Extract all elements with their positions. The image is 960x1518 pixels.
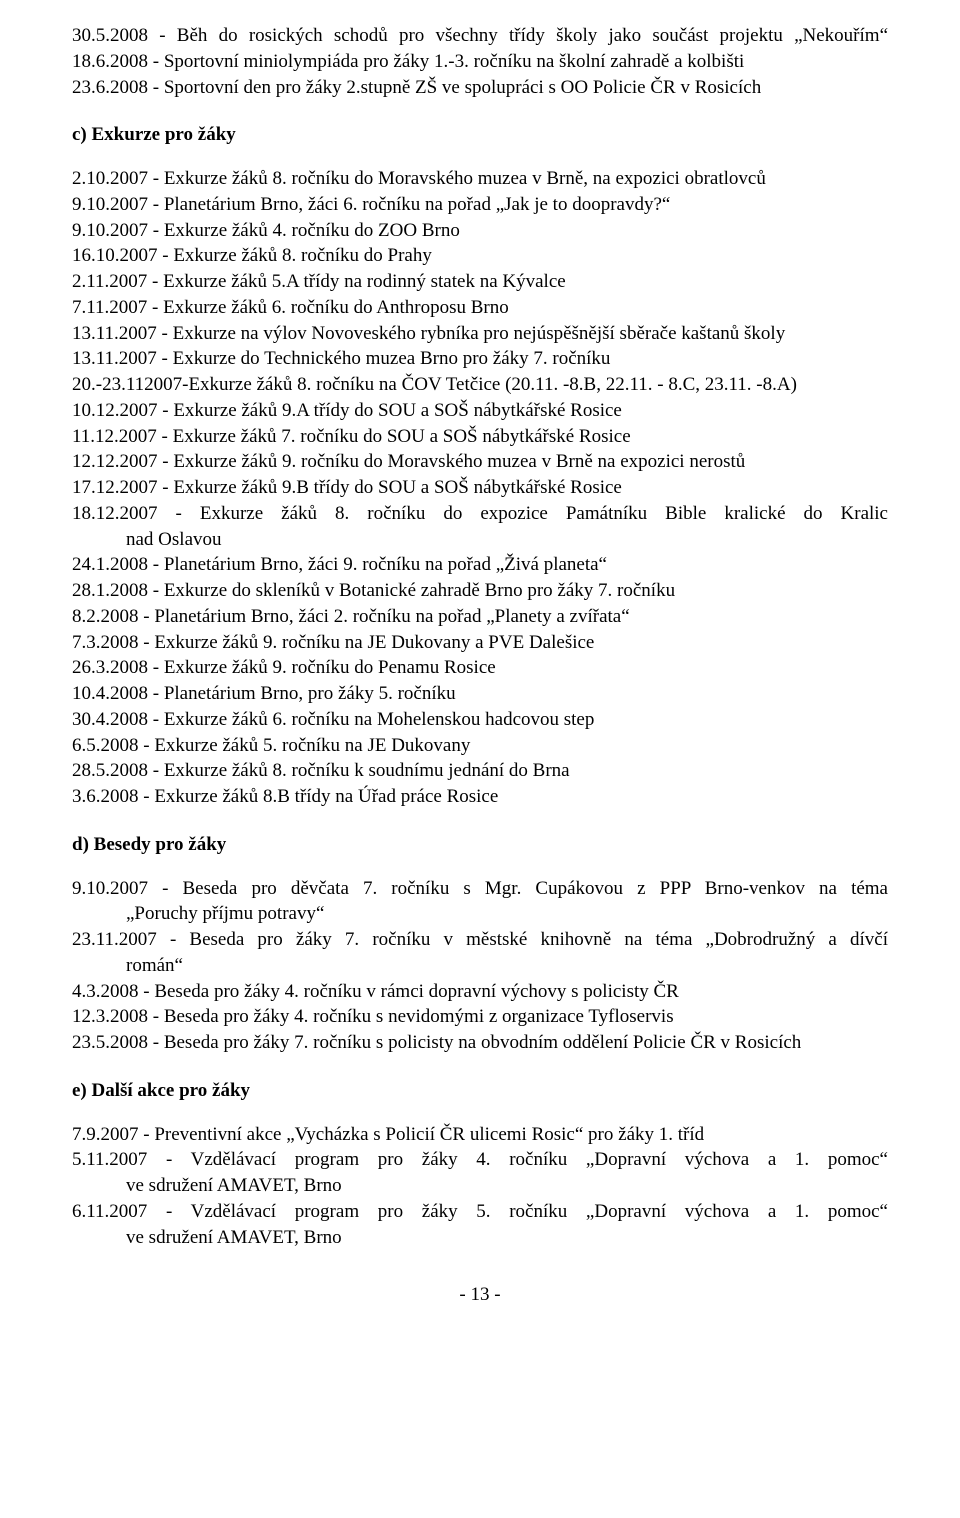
section-e-line: 6.11.2007 - Vzdělávací program pro žáky … (72, 1200, 888, 1224)
section-c-line: 2.11.2007 - Exkurze žáků 5.A třídy na ro… (72, 270, 888, 294)
section-c-line: nad Oslavou (72, 528, 888, 552)
section-c-line: 28.1.2008 - Exkurze do skleníků v Botani… (72, 579, 888, 603)
section-c-line: 30.4.2008 - Exkurze žáků 6. ročníku na M… (72, 708, 888, 732)
top-block: 30.5.2008 - Běh do rosických schodů pro … (72, 24, 888, 99)
section-d-lines: 9.10.2007 - Beseda pro děvčata 7. ročník… (72, 877, 888, 1055)
section-c-line: 13.11.2007 - Exkurze na výlov Novoveskéh… (72, 322, 888, 346)
section-c-line: 8.2.2008 - Planetárium Brno, žáci 2. roč… (72, 605, 888, 629)
section-c-line: 2.10.2007 - Exkurze žáků 8. ročníku do M… (72, 167, 888, 191)
section-c-line: 10.12.2007 - Exkurze žáků 9.A třídy do S… (72, 399, 888, 423)
section-d-line: „Poruchy příjmu potravy“ (72, 902, 888, 926)
section-d-heading: d) Besedy pro žáky (72, 833, 888, 857)
section-c-lines: 2.10.2007 - Exkurze žáků 8. ročníku do M… (72, 167, 888, 809)
section-c-line: 12.12.2007 - Exkurze žáků 9. ročníku do … (72, 450, 888, 474)
section-d-line: 23.11.2007 - Beseda pro žáky 7. ročníku … (72, 928, 888, 952)
section-c-line: 26.3.2008 - Exkurze žáků 9. ročníku do P… (72, 656, 888, 680)
top-line: 23.6.2008 - Sportovní den pro žáky 2.stu… (72, 76, 888, 100)
section-c-line: 16.10.2007 - Exkurze žáků 8. ročníku do … (72, 244, 888, 268)
section-d-line: 9.10.2007 - Beseda pro děvčata 7. ročník… (72, 877, 888, 901)
section-e-line: ve sdružení AMAVET, Brno (72, 1174, 888, 1198)
section-d-line: 12.3.2008 - Beseda pro žáky 4. ročníku s… (72, 1005, 888, 1029)
section-e-line: ve sdružení AMAVET, Brno (72, 1226, 888, 1250)
section-c-line: 17.12.2007 - Exkurze žáků 9.B třídy do S… (72, 476, 888, 500)
section-c-line: 6.5.2008 - Exkurze žáků 5. ročníku na JE… (72, 734, 888, 758)
section-e-line: 5.11.2007 - Vzdělávací program pro žáky … (72, 1148, 888, 1172)
section-c-line: 24.1.2008 - Planetárium Brno, žáci 9. ro… (72, 553, 888, 577)
section-c-line: 28.5.2008 - Exkurze žáků 8. ročníku k so… (72, 759, 888, 783)
section-c-line: 3.6.2008 - Exkurze žáků 8.B třídy na Úřa… (72, 785, 888, 809)
section-c-heading: c) Exkurze pro žáky (72, 123, 888, 147)
section-d-line: 23.5.2008 - Beseda pro žáky 7. ročníku s… (72, 1031, 888, 1055)
top-line: 18.6.2008 - Sportovní miniolympiáda pro … (72, 50, 888, 74)
section-e-heading: e) Další akce pro žáky (72, 1079, 888, 1103)
section-c-line: 9.10.2007 - Planetárium Brno, žáci 6. ro… (72, 193, 888, 217)
section-c-line: 7.3.2008 - Exkurze žáků 9. ročníku na JE… (72, 631, 888, 655)
section-e-lines: 7.9.2007 - Preventivní akce „Vycházka s … (72, 1123, 888, 1250)
section-c-line: 20.-23.112007-Exkurze žáků 8. ročníku na… (72, 373, 888, 397)
section-c-line: 9.10.2007 - Exkurze žáků 4. ročníku do Z… (72, 219, 888, 243)
section-c-line: 11.12.2007 - Exkurze žáků 7. ročníku do … (72, 425, 888, 449)
section-c-line: 18.12.2007 - Exkurze žáků 8. ročníku do … (72, 502, 888, 526)
section-c-line: 13.11.2007 - Exkurze do Technického muze… (72, 347, 888, 371)
section-c-line: 10.4.2008 - Planetárium Brno, pro žáky 5… (72, 682, 888, 706)
section-c-line: 7.11.2007 - Exkurze žáků 6. ročníku do A… (72, 296, 888, 320)
section-d-line: román“ (72, 954, 888, 978)
top-line: 30.5.2008 - Běh do rosických schodů pro … (72, 24, 888, 48)
section-e-line: 7.9.2007 - Preventivní akce „Vycházka s … (72, 1123, 888, 1147)
page-number: - 13 - (72, 1283, 888, 1307)
section-d-line: 4.3.2008 - Beseda pro žáky 4. ročníku v … (72, 980, 888, 1004)
